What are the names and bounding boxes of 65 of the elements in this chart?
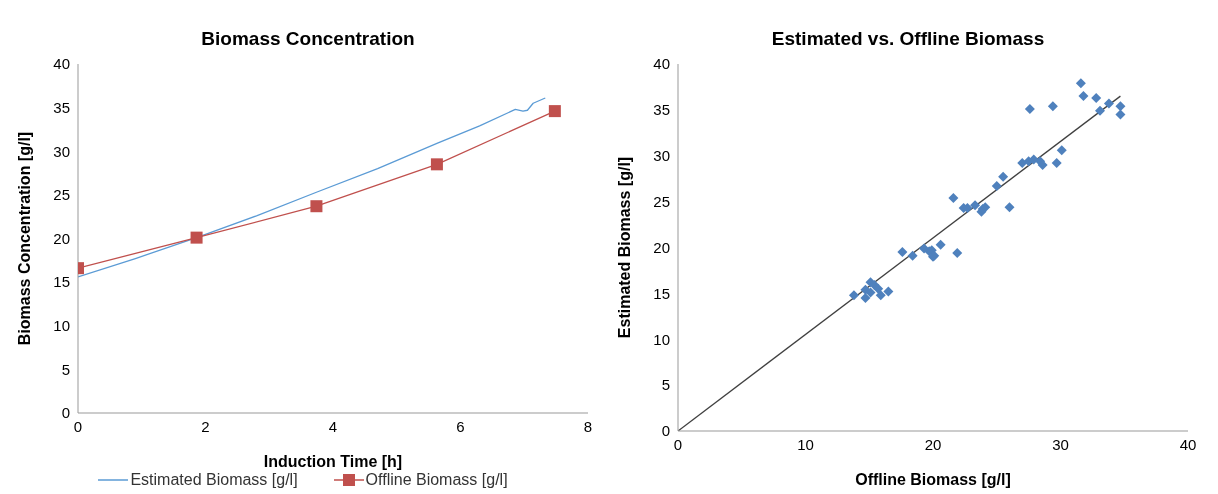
legend-label: Offline Biomass [g/l] <box>364 471 508 489</box>
point <box>991 181 1002 192</box>
point <box>1024 103 1035 114</box>
y-tick-label: 25 <box>53 186 70 204</box>
y-tick-label: 15 <box>653 284 670 302</box>
point <box>1056 145 1067 156</box>
point <box>1115 109 1126 120</box>
y-tick-label: 5 <box>61 360 70 378</box>
y-tick-label: 30 <box>53 142 70 160</box>
x-tick-label: 30 <box>1052 435 1069 453</box>
x-tick-label: 6 <box>456 417 465 435</box>
y-tick-label: 15 <box>53 273 70 291</box>
point <box>883 286 894 297</box>
y-tick-label: 0 <box>61 404 70 422</box>
x-tick-label: 40 <box>1179 435 1197 453</box>
chart-title: Biomass Concentration <box>200 28 416 51</box>
point <box>860 292 871 303</box>
point <box>848 290 859 301</box>
point <box>310 200 323 213</box>
y-tick-label: 10 <box>53 317 70 335</box>
y-tick-label: 25 <box>653 192 670 210</box>
y-axis-title: Estimated Biomass [g/l] <box>615 156 633 339</box>
x-tick-label: 0 <box>673 435 683 453</box>
point <box>907 250 918 261</box>
chart-title: Estimated vs. Offline Biomass <box>770 28 1046 51</box>
point <box>1051 158 1062 169</box>
y-tick-label: 10 <box>653 330 670 348</box>
y-tick-label: 30 <box>653 147 670 165</box>
point <box>1047 101 1058 112</box>
point <box>1095 105 1106 116</box>
x-tick-label: 10 <box>797 435 814 453</box>
point <box>548 105 561 118</box>
point <box>190 231 203 244</box>
y-tick-label: 35 <box>53 98 70 116</box>
point <box>1078 91 1089 102</box>
point <box>897 247 908 258</box>
point <box>948 192 959 203</box>
point <box>970 200 981 211</box>
y-tick-label: 5 <box>661 376 670 394</box>
point <box>1103 98 1114 109</box>
point <box>865 287 876 298</box>
point <box>998 171 1009 182</box>
legend-label: Estimated Biomass [g/l] <box>129 471 298 489</box>
y-axis-title: Biomass Concentration [g/l] <box>15 131 33 346</box>
y-tick-label: 35 <box>653 101 670 119</box>
y-tick-label: 40 <box>653 55 670 73</box>
x-tick-label: 0 <box>73 417 83 435</box>
y-tick-label: 40 <box>53 55 70 73</box>
point <box>430 158 443 171</box>
x-tick-label: 2 <box>201 417 210 435</box>
x-tick-label: 8 <box>583 417 593 435</box>
point <box>1115 101 1126 112</box>
x-tick-label: 20 <box>924 435 942 453</box>
y-tick-label: 20 <box>53 229 70 247</box>
point <box>873 283 884 294</box>
point <box>875 290 886 301</box>
x-tick-label: 4 <box>328 417 338 435</box>
point <box>952 248 963 259</box>
point <box>1075 78 1086 89</box>
y-tick-label: 20 <box>653 238 670 256</box>
point <box>1004 202 1015 213</box>
x-axis-title: Offline Biomass [g/l] <box>855 471 1011 488</box>
point <box>1091 92 1102 103</box>
x-axis-title: Induction Time [h] <box>263 453 403 470</box>
point <box>935 239 946 250</box>
